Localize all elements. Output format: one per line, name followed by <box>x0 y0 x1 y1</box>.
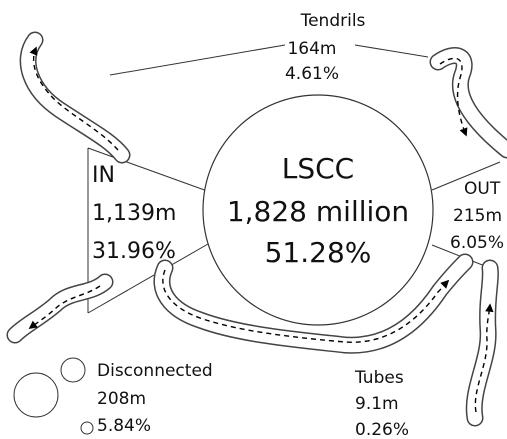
lscc-label: LSCC <box>282 152 354 185</box>
out-count: 215m <box>453 206 502 226</box>
lscc-count: 1,828 million <box>227 195 409 228</box>
tendrils-label: Tendrils <box>300 11 366 31</box>
tubes-label: Tubes <box>354 368 404 388</box>
out-label: OUT <box>464 179 501 199</box>
structure <box>13 44 501 435</box>
tendrils-percent: 4.61% <box>285 64 339 84</box>
tubes-count: 9.1m <box>355 394 399 414</box>
lscc-percent: 51.28% <box>265 236 372 269</box>
tubes-percent: 0.26% <box>355 420 409 439</box>
out-percent: 6.05% <box>450 233 504 253</box>
disconnected-count: 208m <box>97 389 146 409</box>
in-label: IN <box>92 163 115 188</box>
tendrils-count: 164m <box>287 39 336 59</box>
labels: Tendrils 164m 4.61% IN 1,139m 31.96% LSC… <box>92 11 504 439</box>
in-percent: 31.96% <box>92 239 176 264</box>
in-count: 1,139m <box>92 201 176 226</box>
disconnected-label: Disconnected <box>97 361 213 381</box>
tubes-paths <box>6 31 507 427</box>
disconnected-percent: 5.84% <box>97 416 151 436</box>
